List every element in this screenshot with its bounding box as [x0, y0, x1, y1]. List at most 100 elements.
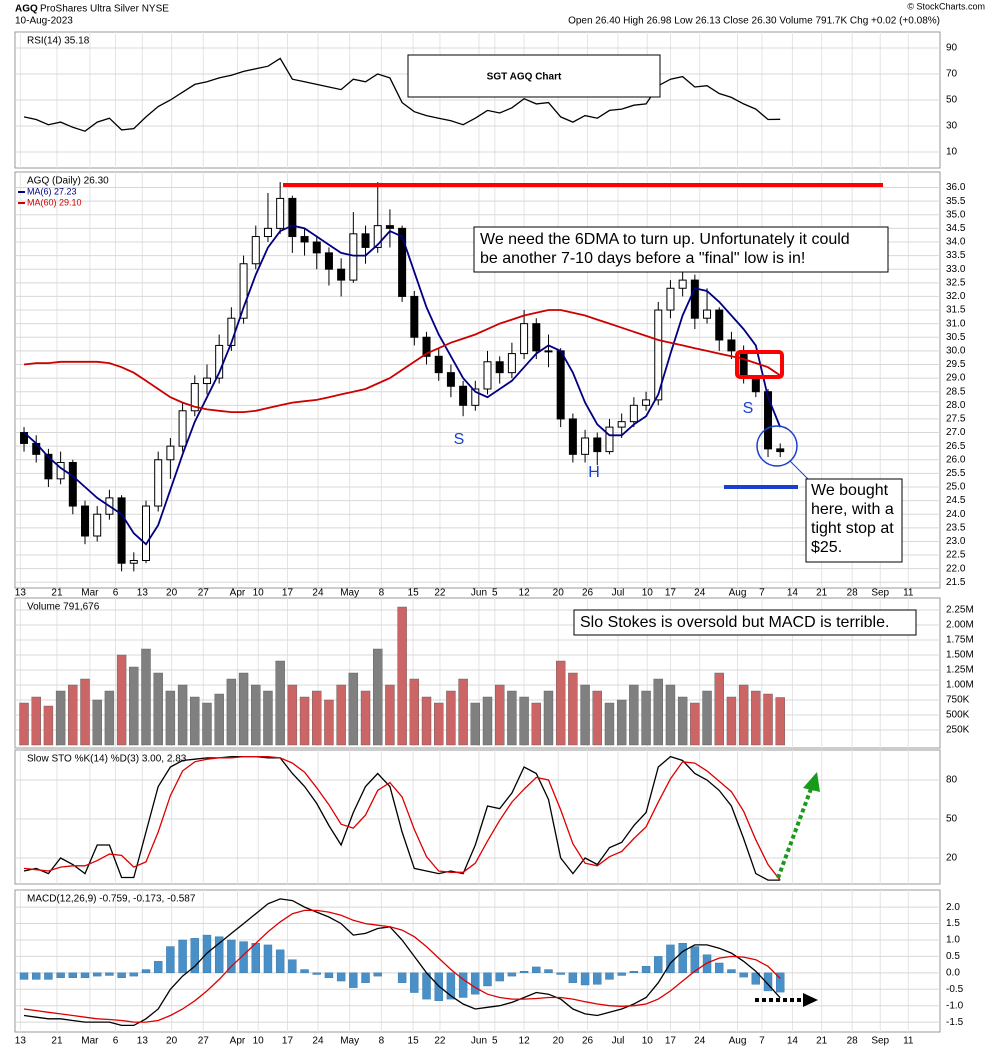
volume-bar	[604, 702, 615, 746]
x-tick-label: 22	[434, 588, 446, 599]
candle-body	[739, 350, 748, 379]
candle-body	[556, 350, 565, 420]
volume-bar	[202, 702, 212, 746]
histogram-bar	[629, 970, 639, 974]
y-tick-label: 24.5	[946, 495, 966, 506]
moving-average	[23, 224, 782, 546]
black-arrow-head	[803, 993, 818, 1007]
annotations: SGT AGQ Chart We need the 6DMA to turn u…	[283, 54, 917, 1007]
candle-body	[727, 339, 736, 352]
candle-body	[678, 279, 687, 289]
histogram-bar	[166, 946, 175, 974]
y-tick-label: 22.5	[946, 550, 966, 561]
volume-bar	[165, 690, 176, 746]
volume-bar	[397, 606, 407, 746]
x-tick-label: 10	[642, 588, 654, 599]
x-tick-label: 5	[492, 1036, 498, 1047]
histogram-bar	[446, 972, 456, 1000]
histogram-bar	[349, 972, 358, 988]
x-tick-label: 28	[847, 588, 859, 599]
y-tick-label: 2.0	[946, 902, 960, 913]
volume-bar	[763, 693, 773, 746]
candle-body	[202, 377, 211, 385]
x-tick-label: 24	[694, 1036, 706, 1047]
x-tick-label: Jul	[612, 588, 625, 599]
x-tick-label: Mar	[81, 1036, 99, 1047]
y-tick-label: 1.00M	[946, 680, 974, 691]
volume-bar	[421, 696, 432, 746]
candle-body	[141, 505, 150, 561]
volume-bar	[446, 690, 456, 746]
volume-bar	[373, 648, 383, 746]
histogram-bar	[129, 972, 138, 977]
panel-title: MACD(12,26,9) -0.759, -0.173, -0.587	[27, 894, 196, 905]
y-tick-label: -1.0	[946, 1000, 964, 1011]
histogram-bar	[263, 944, 273, 974]
y-tick-label: 2.25M	[946, 605, 974, 616]
candle-body	[288, 197, 297, 238]
y-tick-label: 35.0	[946, 209, 966, 220]
candle-body	[495, 361, 504, 374]
indicator-line	[23, 755, 781, 881]
x-tick-label: Apr	[230, 1036, 246, 1047]
histogram-bar	[495, 972, 504, 982]
histogram-bar	[56, 972, 65, 978]
x-tick-label: 11	[903, 1036, 914, 1047]
copyright: © StockCharts.com	[907, 1, 985, 11]
panel-title: Volume 791,676	[27, 602, 100, 613]
x-tick-label: 12	[519, 1036, 531, 1047]
volume-bar	[702, 690, 712, 746]
volume-bar	[726, 696, 737, 746]
y-tick-label: 25.0	[946, 482, 966, 493]
y-tick-label: 30.5	[946, 332, 966, 343]
y-tick-label: 27.0	[946, 427, 966, 438]
volume-bar	[653, 678, 663, 746]
y-tick-label: 250K	[946, 725, 970, 736]
histogram-bar	[702, 954, 712, 974]
stokes-note: Slo Stokes is oversold but MACD is terri…	[580, 614, 889, 631]
candle-body	[703, 309, 712, 319]
x-tick-label: 21	[816, 588, 828, 599]
x-tick-label: Aug	[729, 1036, 747, 1047]
volume-bar	[299, 696, 310, 746]
x-tick-label: Jun	[471, 1036, 487, 1047]
candle-body	[434, 355, 443, 374]
candle-body	[666, 287, 675, 311]
x-tick-label: 21	[51, 1036, 63, 1047]
candle-body	[642, 399, 651, 406]
x-tick-label: 10	[253, 588, 265, 599]
x-tick-label: 6	[113, 588, 119, 599]
histogram-bar	[751, 972, 761, 985]
candle-body	[81, 505, 90, 537]
y-tick-label: 30	[946, 121, 958, 132]
date: 10-Aug-2023	[15, 16, 73, 27]
candle-body	[190, 383, 199, 412]
candle-body	[166, 445, 175, 461]
x-tick-label: 8	[379, 588, 385, 599]
volume-bar	[458, 678, 468, 746]
y-tick-label: 26.5	[946, 441, 966, 452]
candle-body	[93, 513, 102, 537]
y-tick-label: 36.0	[946, 182, 966, 193]
histogram-bar	[556, 972, 565, 975]
volume-bar	[129, 666, 139, 746]
candle-body	[300, 236, 309, 243]
volume-bar	[238, 672, 249, 746]
candle-body	[629, 404, 638, 423]
histogram-bar	[458, 972, 468, 998]
x-tick-label: Sep	[871, 588, 889, 599]
y-tick-label: 30.0	[946, 346, 966, 357]
histogram-bar	[483, 972, 492, 987]
volume-bar	[409, 678, 420, 746]
volume-bar	[92, 699, 102, 746]
candle-body	[385, 225, 394, 229]
x-tick-label: 21	[51, 588, 63, 599]
candle-body	[361, 233, 370, 248]
bought-line: $25.	[811, 539, 842, 556]
volume-bar	[555, 660, 566, 746]
candle-body	[312, 241, 321, 254]
y-tick-label: 29.0	[946, 373, 966, 384]
y-tick-label: 23.5	[946, 522, 966, 533]
candle-body	[276, 197, 285, 229]
y-tick-label: 26.0	[946, 454, 966, 465]
